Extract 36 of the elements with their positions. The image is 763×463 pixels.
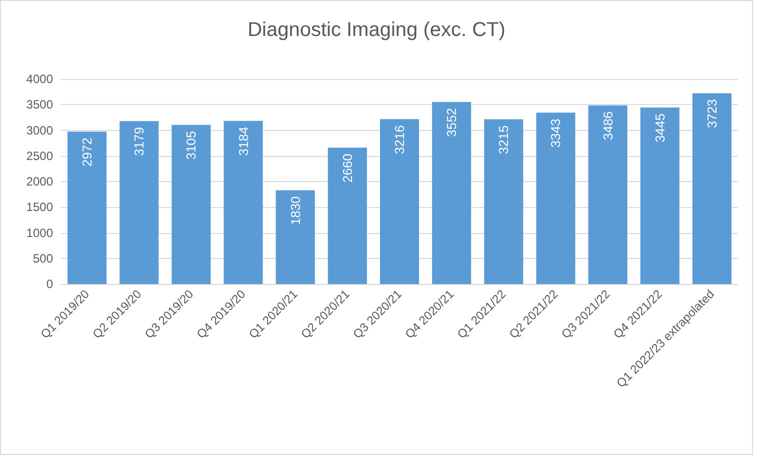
data-label: 3343 (548, 118, 564, 148)
chart-title: Diagnostic Imaging (exc. CT) (248, 19, 506, 41)
data-label: 3184 (236, 126, 251, 156)
bar (432, 102, 472, 284)
bar (328, 148, 367, 284)
data-label: 3105 (184, 130, 199, 160)
y-tick-label: 2500 (26, 148, 54, 163)
bar (380, 119, 420, 284)
data-label: 2972 (80, 138, 95, 167)
data-label: 3486 (600, 111, 616, 140)
bar (224, 120, 263, 284)
bar (172, 124, 211, 284)
bar (120, 121, 159, 284)
y-tick-label: 2000 (26, 174, 54, 188)
data-label: 3552 (444, 108, 460, 137)
bar (536, 112, 576, 284)
bar (484, 119, 524, 284)
data-label: 3445 (652, 113, 668, 142)
data-label: 3723 (704, 99, 720, 128)
data-label: 3215 (496, 125, 512, 154)
bar (68, 132, 107, 284)
data-label: 2660 (340, 154, 355, 183)
data-label: 3179 (132, 127, 147, 156)
y-tick-label: 3000 (26, 123, 54, 138)
y-tick-label: 1500 (26, 200, 54, 214)
y-tick-label: 0 (46, 277, 54, 291)
data-label: 3216 (392, 125, 407, 154)
y-tick-label: 1000 (26, 226, 54, 240)
bar (640, 107, 680, 284)
bar (276, 190, 315, 284)
y-tick-label: 3500 (26, 98, 54, 112)
data-label: 1830 (288, 196, 303, 226)
bar (588, 105, 628, 284)
y-tick-label: 500 (32, 251, 54, 266)
bar (692, 93, 732, 284)
y-tick-label: 4000 (26, 72, 54, 86)
